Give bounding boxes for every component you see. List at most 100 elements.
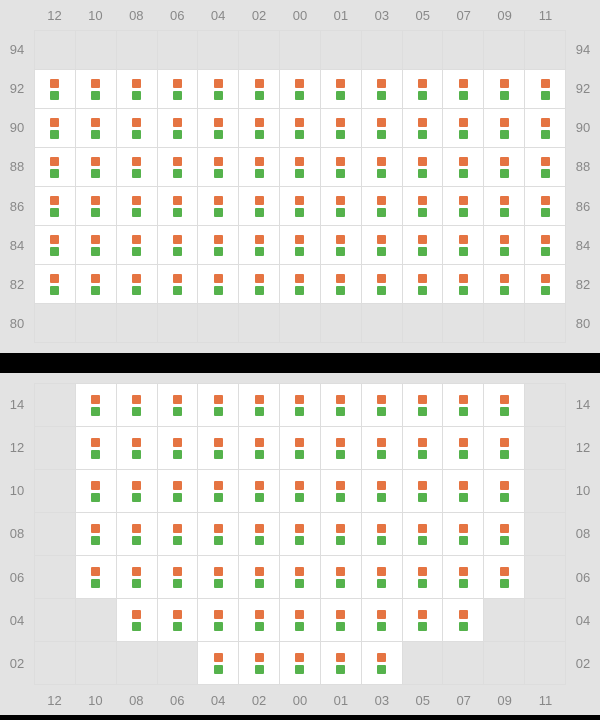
seat-cell[interactable] bbox=[403, 70, 443, 108]
seat-cell[interactable] bbox=[443, 556, 483, 598]
seat-cell[interactable] bbox=[239, 70, 279, 108]
seat-cell[interactable] bbox=[362, 187, 402, 225]
seat-cell[interactable] bbox=[198, 226, 238, 264]
seat-cell[interactable] bbox=[362, 513, 402, 555]
seat-cell[interactable] bbox=[280, 148, 320, 186]
seat-cell[interactable] bbox=[484, 187, 524, 225]
seat-cell[interactable] bbox=[280, 226, 320, 264]
seat-cell[interactable] bbox=[484, 265, 524, 303]
seat-cell[interactable] bbox=[443, 148, 483, 186]
seat-cell[interactable] bbox=[239, 265, 279, 303]
seat-cell[interactable] bbox=[158, 470, 198, 512]
seat-cell[interactable] bbox=[76, 556, 116, 598]
seat-cell[interactable] bbox=[443, 513, 483, 555]
seat-cell[interactable] bbox=[362, 427, 402, 469]
seat-cell[interactable] bbox=[525, 265, 565, 303]
seat-cell[interactable] bbox=[198, 599, 238, 641]
seat-cell[interactable] bbox=[362, 642, 402, 684]
seat-cell[interactable] bbox=[158, 384, 198, 426]
seat-cell[interactable] bbox=[35, 109, 75, 147]
seat-cell[interactable] bbox=[117, 470, 157, 512]
seat-cell[interactable] bbox=[198, 642, 238, 684]
seat-cell[interactable] bbox=[403, 148, 443, 186]
seat-cell[interactable] bbox=[158, 265, 198, 303]
seat-cell[interactable] bbox=[321, 599, 361, 641]
seat-cell[interactable] bbox=[362, 384, 402, 426]
seat-cell[interactable] bbox=[403, 513, 443, 555]
seat-cell[interactable] bbox=[403, 427, 443, 469]
seat-cell[interactable] bbox=[321, 70, 361, 108]
seat-cell[interactable] bbox=[443, 187, 483, 225]
seat-cell[interactable] bbox=[158, 427, 198, 469]
seat-cell[interactable] bbox=[76, 226, 116, 264]
seat-cell[interactable] bbox=[443, 265, 483, 303]
seat-cell[interactable] bbox=[239, 148, 279, 186]
seat-cell[interactable] bbox=[117, 187, 157, 225]
seat-cell[interactable] bbox=[280, 70, 320, 108]
seat-cell[interactable] bbox=[35, 148, 75, 186]
seat-cell[interactable] bbox=[76, 187, 116, 225]
seat-cell[interactable] bbox=[117, 226, 157, 264]
seat-cell[interactable] bbox=[35, 226, 75, 264]
seat-cell[interactable] bbox=[280, 427, 320, 469]
seat-cell[interactable] bbox=[76, 513, 116, 555]
seat-cell[interactable] bbox=[321, 148, 361, 186]
seat-cell[interactable] bbox=[198, 556, 238, 598]
seat-cell[interactable] bbox=[198, 384, 238, 426]
seat-cell[interactable] bbox=[198, 427, 238, 469]
seat-cell[interactable] bbox=[158, 556, 198, 598]
seat-cell[interactable] bbox=[362, 470, 402, 512]
seat-cell[interactable] bbox=[35, 70, 75, 108]
seat-cell[interactable] bbox=[484, 470, 524, 512]
seat-cell[interactable] bbox=[35, 187, 75, 225]
seat-cell[interactable] bbox=[403, 556, 443, 598]
seat-cell[interactable] bbox=[239, 599, 279, 641]
seat-cell[interactable] bbox=[484, 148, 524, 186]
seat-cell[interactable] bbox=[117, 556, 157, 598]
seat-cell[interactable] bbox=[403, 470, 443, 512]
seat-cell[interactable] bbox=[321, 265, 361, 303]
seat-cell[interactable] bbox=[239, 226, 279, 264]
seat-cell[interactable] bbox=[484, 70, 524, 108]
seat-cell[interactable] bbox=[117, 109, 157, 147]
seat-cell[interactable] bbox=[403, 599, 443, 641]
seat-cell[interactable] bbox=[280, 187, 320, 225]
seat-cell[interactable] bbox=[76, 148, 116, 186]
seat-cell[interactable] bbox=[321, 470, 361, 512]
seat-cell[interactable] bbox=[117, 70, 157, 108]
seat-cell[interactable] bbox=[158, 513, 198, 555]
seat-cell[interactable] bbox=[198, 265, 238, 303]
seat-cell[interactable] bbox=[321, 513, 361, 555]
seat-cell[interactable] bbox=[525, 148, 565, 186]
seat-cell[interactable] bbox=[362, 265, 402, 303]
seat-cell[interactable] bbox=[239, 187, 279, 225]
seat-cell[interactable] bbox=[239, 642, 279, 684]
seat-cell[interactable] bbox=[158, 187, 198, 225]
seat-cell[interactable] bbox=[321, 187, 361, 225]
seat-cell[interactable] bbox=[158, 109, 198, 147]
seat-cell[interactable] bbox=[403, 384, 443, 426]
seat-cell[interactable] bbox=[198, 109, 238, 147]
seat-cell[interactable] bbox=[362, 556, 402, 598]
seat-cell[interactable] bbox=[280, 384, 320, 426]
seat-cell[interactable] bbox=[484, 556, 524, 598]
seat-cell[interactable] bbox=[76, 427, 116, 469]
seat-cell[interactable] bbox=[321, 427, 361, 469]
seat-cell[interactable] bbox=[362, 109, 402, 147]
seat-cell[interactable] bbox=[117, 148, 157, 186]
seat-cell[interactable] bbox=[76, 265, 116, 303]
seat-cell[interactable] bbox=[321, 556, 361, 598]
seat-cell[interactable] bbox=[321, 384, 361, 426]
seat-cell[interactable] bbox=[35, 265, 75, 303]
seat-cell[interactable] bbox=[280, 556, 320, 598]
seat-cell[interactable] bbox=[525, 109, 565, 147]
seat-cell[interactable] bbox=[321, 642, 361, 684]
seat-cell[interactable] bbox=[239, 384, 279, 426]
seat-cell[interactable] bbox=[443, 226, 483, 264]
seat-cell[interactable] bbox=[443, 470, 483, 512]
seat-cell[interactable] bbox=[321, 226, 361, 264]
seat-cell[interactable] bbox=[443, 427, 483, 469]
seat-cell[interactable] bbox=[280, 599, 320, 641]
seat-cell[interactable] bbox=[403, 226, 443, 264]
seat-cell[interactable] bbox=[76, 470, 116, 512]
